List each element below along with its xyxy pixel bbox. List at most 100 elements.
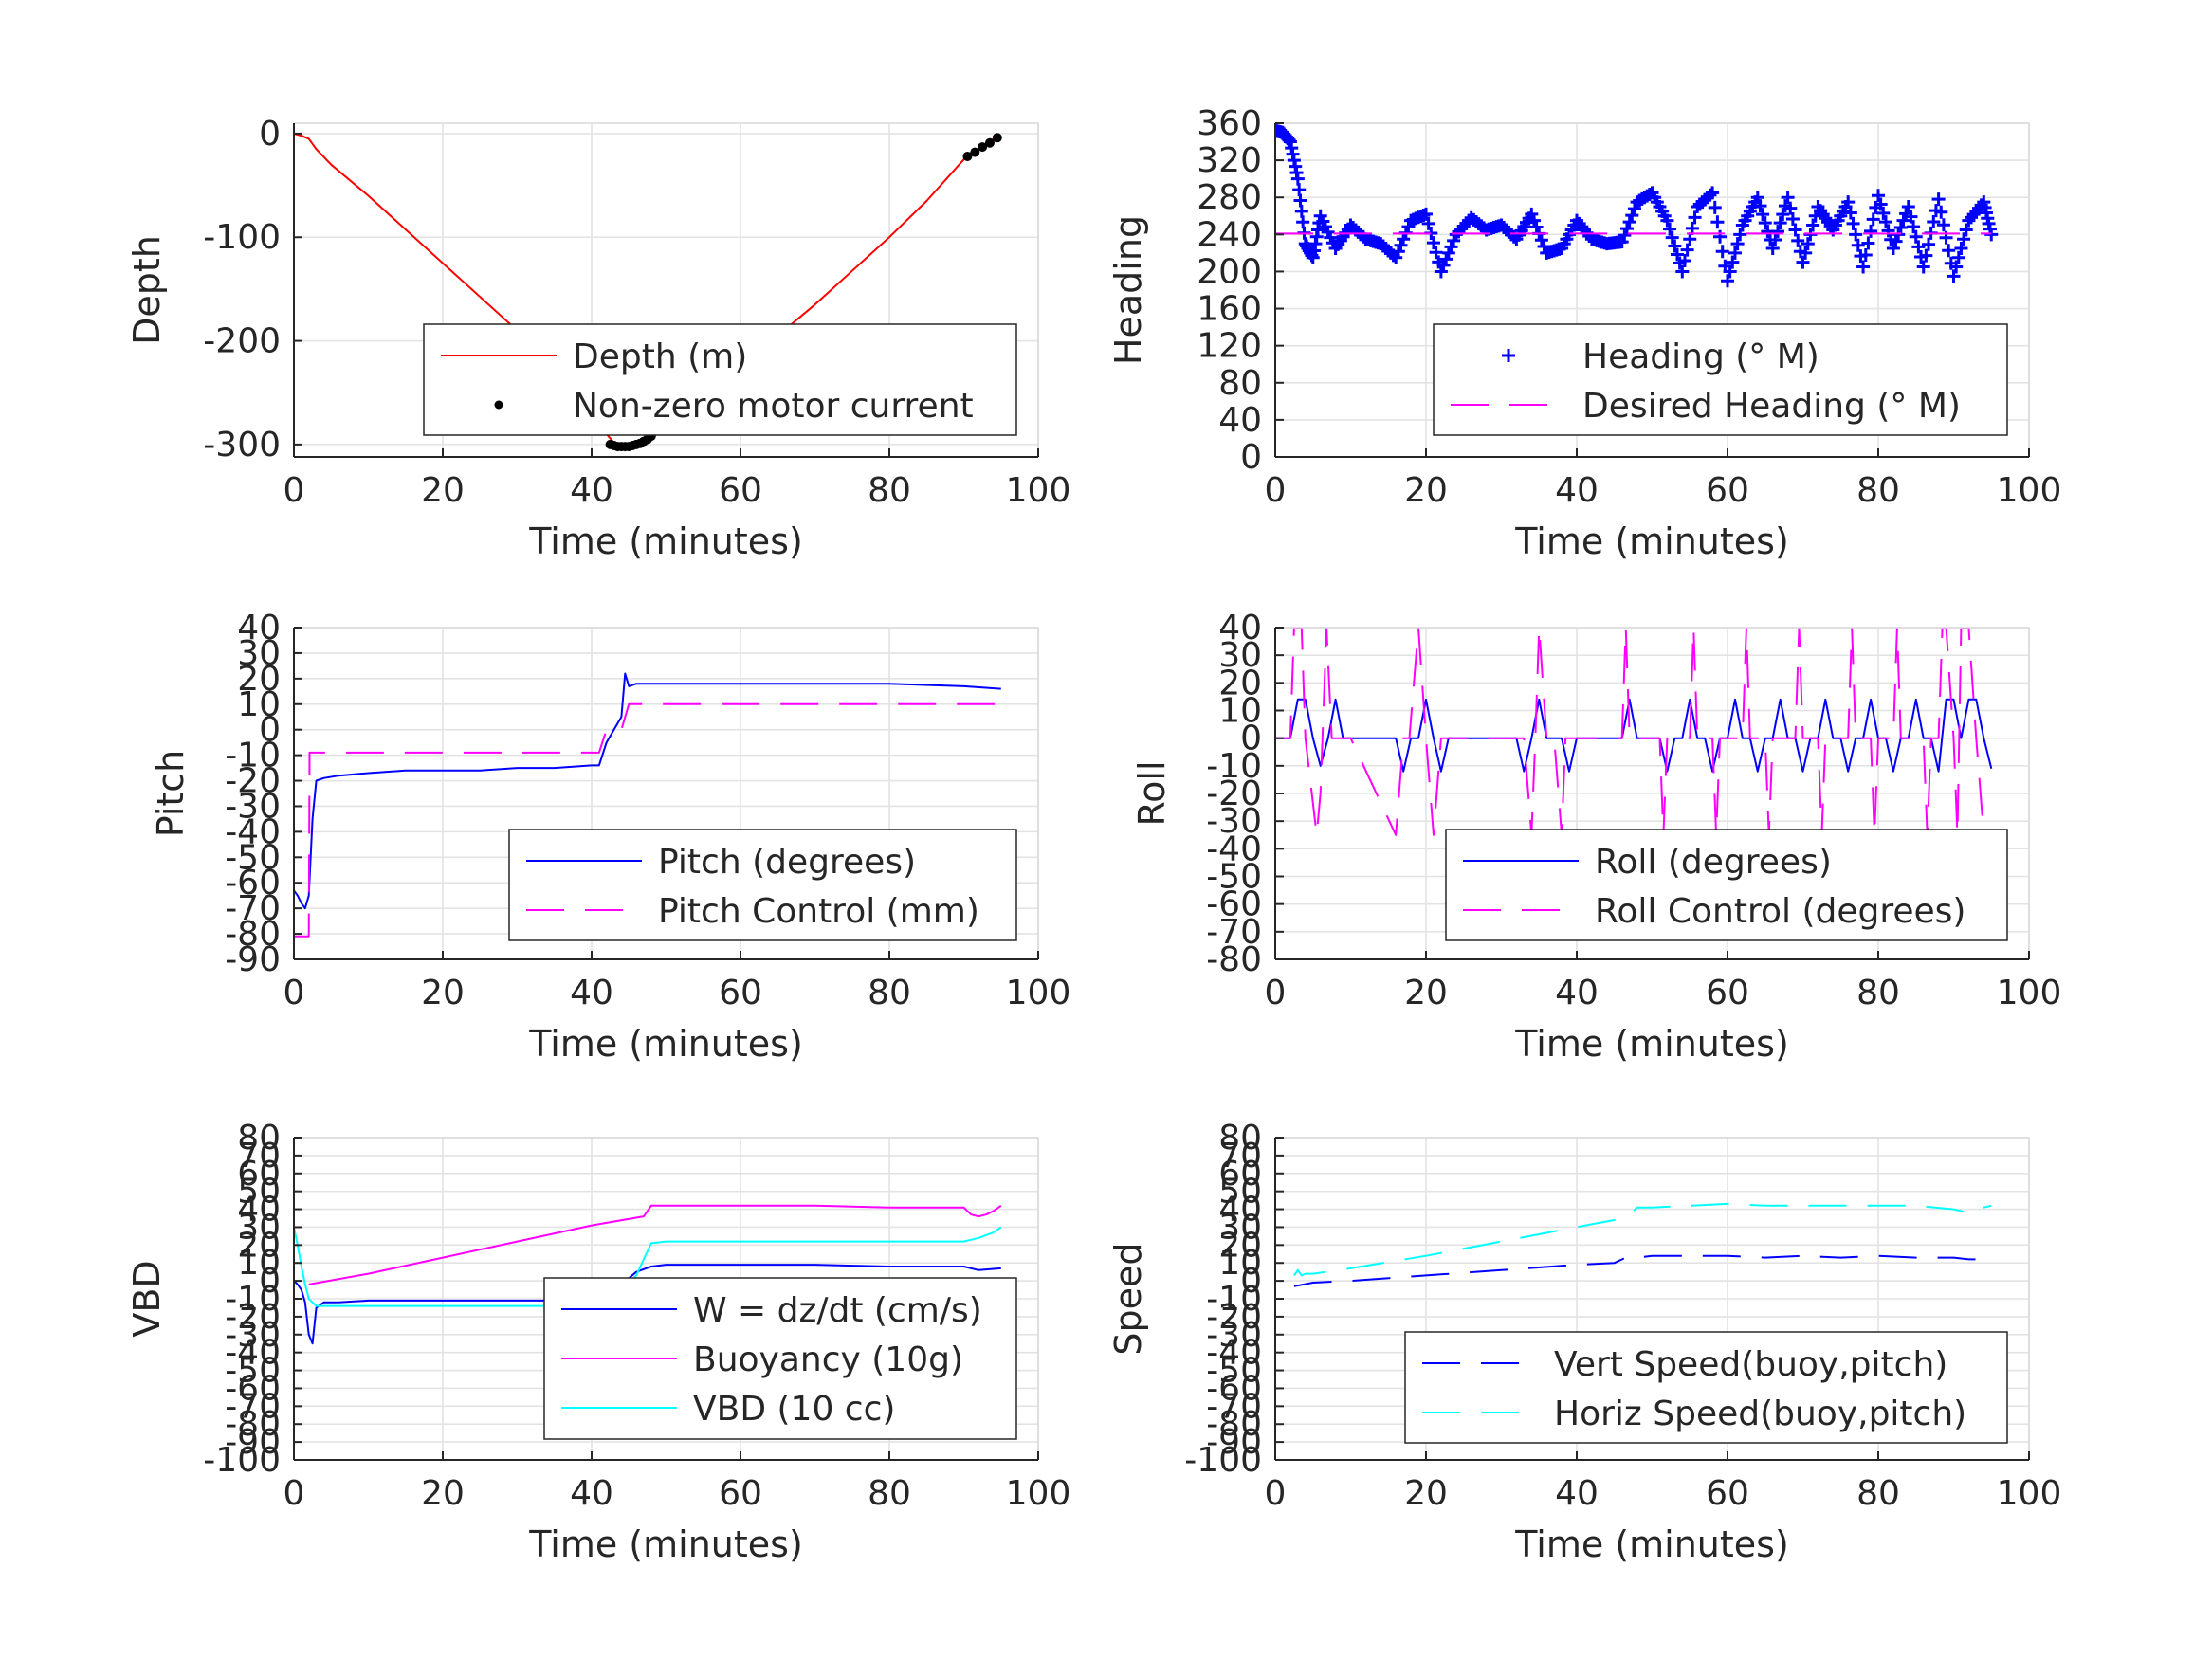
x-tick-label: 60 (1706, 471, 1749, 510)
series-heading-m-point (1620, 222, 1634, 236)
series-heading-m-point (1750, 191, 1764, 205)
series-heading-m-point (1708, 200, 1722, 214)
series-heading-m-point (1846, 216, 1860, 230)
y-tick-label: -40 (225, 1334, 281, 1373)
series-heading-m-point (1753, 199, 1767, 213)
series-heading-m-point (1758, 216, 1772, 230)
y-tick-label: 40 (237, 1191, 281, 1230)
series-non-zero-motor-current-point (970, 147, 980, 157)
x-tick-label: 100 (1997, 471, 2062, 510)
series-heading-m-point (1947, 269, 1961, 283)
series-heading-m-point (1934, 205, 1948, 219)
series-heading-m-point (1773, 216, 1787, 230)
y-tick-label: 40 (1218, 609, 1262, 647)
series-heading-m-point (1726, 255, 1740, 269)
x-tick-label: 40 (1555, 1474, 1599, 1513)
legend-swatch (494, 400, 503, 410)
y-tick-label: 70 (237, 1137, 281, 1176)
data-layer (1293, 1202, 1992, 1287)
y-tick-label: 20 (1218, 1226, 1262, 1265)
series-heading-m-point (1936, 218, 1950, 232)
x-tick-label: 0 (283, 471, 305, 510)
y-tick-label: 50 (237, 1173, 281, 1212)
legend-box (423, 323, 1017, 436)
y-tick-label: -40 (1206, 830, 1262, 868)
y-tick-label: 120 (1197, 327, 1262, 366)
series-heading-m-point (1876, 206, 1891, 220)
series-heading-m-point (1394, 238, 1408, 252)
x-tick-label: 0 (1265, 1474, 1287, 1513)
x-axis-label: Time (minutes) (1514, 520, 1789, 562)
series-heading-m-point (1858, 248, 1873, 263)
x-tick-label: 100 (1006, 1474, 1071, 1513)
y-tick-label: 0 (1240, 720, 1262, 758)
series-heading-m-point (1713, 229, 1728, 244)
y-tick-label: 40 (1218, 1191, 1262, 1230)
y-tick-label: -70 (1206, 913, 1262, 952)
y-tick-label: -80 (1206, 940, 1262, 979)
series-heading-m-point (1942, 244, 1956, 258)
series-heading-m-point (1893, 221, 1908, 234)
legend-label: Horiz Speed(buoy,pitch) (1554, 1395, 1966, 1433)
heading-panel: 0 20 40 60 80 10004080120160200240280320360Ti… (1107, 104, 2061, 562)
series-heading-m-point (1907, 220, 1921, 234)
y-tick-label: 280 (1197, 178, 1262, 217)
y-tick-label: 10 (237, 1244, 281, 1283)
y-tick-label: 60 (237, 1155, 281, 1194)
pitch-panel: 0 20 40 60 80 100-90-80-70-60-50-40-30-20-100… (150, 609, 1070, 1065)
series-heading-m-point (1806, 218, 1820, 232)
y-tick-label: 10 (237, 685, 281, 724)
series-heading-m-point (1668, 239, 1682, 253)
y-tick-label: -20 (1206, 775, 1262, 813)
y-axis-label: Roll (1131, 760, 1173, 826)
series-heading-m-point (1447, 233, 1461, 247)
data-layer (1275, 123, 1999, 288)
y-tick-label: 20 (1218, 664, 1262, 702)
y-tick-label: 10 (1218, 1244, 1262, 1283)
x-tick-label: 20 (1404, 1474, 1448, 1513)
y-tick-label: 30 (237, 634, 281, 673)
series-roll-degrees-line (1275, 698, 1993, 773)
series-heading-m-point (1949, 260, 1964, 274)
series-heading-m-point (1683, 232, 1697, 246)
series-heading-m-point (1419, 207, 1433, 221)
series-heading-m-point (1526, 213, 1541, 228)
roll-panel: 0 20 40 60 80 100-80-70-60-50-40-30-20-100102… (1131, 609, 2061, 1065)
x-axis-label: Time (minutes) (528, 1023, 803, 1065)
series-heading-m-point (1397, 232, 1411, 246)
x-tick-label: 20 (421, 471, 465, 510)
legend-label: Pitch Control (mm) (658, 892, 979, 931)
y-tick-label: -60 (1206, 885, 1262, 924)
series-heading-m-point (1931, 192, 1946, 207)
legend-label: Heading (° M) (1582, 337, 1819, 376)
y-tick-label: -200 (203, 322, 281, 361)
series-heading-m-point (1791, 233, 1805, 247)
series-heading-m-point (1878, 215, 1892, 229)
series-heading-m-point (1861, 236, 1875, 250)
series-heading-m-point (1776, 208, 1790, 222)
series-heading-m-point (1615, 235, 1629, 249)
series-non-zero-motor-current-point (962, 151, 973, 161)
series-pitch-control-mm-line (294, 702, 1001, 938)
y-tick-label: -80 (225, 915, 281, 954)
x-tick-label: 60 (719, 974, 762, 1012)
x-tick-label: 80 (868, 1474, 911, 1513)
series-heading-m-point (1715, 245, 1729, 259)
series-heading-m-point (1959, 223, 1973, 237)
series-heading-m-point (1426, 236, 1440, 250)
legend-label: Desired Heading (° M) (1582, 387, 1961, 426)
series-heading-m-point (1954, 242, 1968, 255)
series-heading-m-point (1889, 234, 1903, 248)
x-tick-label: 100 (1997, 974, 2062, 1012)
y-tick-label: 0 (259, 1262, 281, 1301)
legend: Vert Speed(buoy,pitch) Horiz Speed(buoy,p… (1404, 1331, 2008, 1444)
series-heading-m-point (1785, 212, 1800, 227)
series-heading-m-point (1881, 224, 1895, 238)
series-heading-m-point (1841, 195, 1856, 210)
series-heading-m-point (1733, 228, 1747, 242)
data-layer (294, 672, 1001, 938)
y-tick-label: 30 (237, 1208, 281, 1247)
x-tick-label: 80 (868, 471, 911, 510)
x-tick-label: 0 (283, 1474, 305, 1513)
